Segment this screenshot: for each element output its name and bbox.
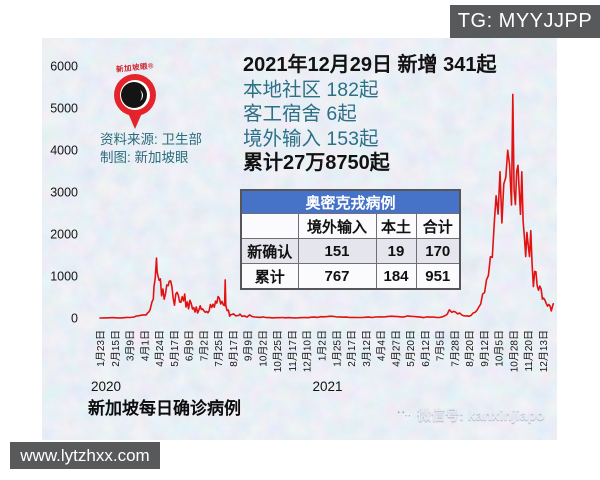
wechat-watermark: 微信号: kanxinjiapo (394, 405, 545, 425)
omicron-cell: 767 (297, 263, 377, 290)
annotation-dorm: 客工宿舍 6起 (243, 103, 357, 125)
omicron-table-title-row: 奥密克戎病例 (240, 189, 461, 214)
omicron-col-total: 合计 (415, 213, 461, 239)
telegram-badge-label: TG: MYYJJPP (457, 10, 593, 32)
omicron-cell: 151 (297, 238, 377, 264)
x-axis-tick-label: 3月9日 (125, 330, 137, 361)
omicron-col-local: 本土 (375, 213, 417, 239)
infographic-panel: 0 1000 2000 3000 4000 5000 6000 1月23日 2月15日 3月9日 4… (42, 38, 557, 440)
sgeye-logo: 新加坡眼® (94, 61, 176, 136)
x-axis-tick-label: 1月25日 (331, 330, 343, 367)
omicron-table-header-row: 境外输入 本土 合计 (240, 213, 461, 239)
y-axis-tick-label: 0 (71, 312, 78, 326)
wechat-icon (394, 407, 413, 423)
y-axis-tick-label: 5000 (50, 102, 78, 116)
x-axis-tick-label: 10月2日 (257, 330, 269, 367)
annotation-imported: 境外输入 153起 (243, 127, 379, 150)
omicron-cell: 170 (415, 238, 461, 264)
omicron-col-blank (240, 213, 299, 239)
y-axis-tick-label: 6000 (50, 60, 78, 74)
x-axis-tick-label: 7月5日 (435, 330, 447, 361)
cases-line (99, 93, 555, 319)
x-axis-tick-label: 4月4日 (376, 330, 388, 361)
x-axis-tick-label: 2月15日 (110, 330, 122, 367)
x-axis-tick-label: 8月17日 (228, 330, 240, 367)
x-axis-tick-label: 4月1日 (139, 330, 151, 361)
omicron-col-imported: 境外输入 (297, 213, 377, 239)
x-axis-tick-label: 1月23日 (95, 330, 107, 367)
y-axis-tick-label: 2000 (50, 228, 78, 242)
website-badge-label: www.lytzhxx.com (20, 445, 150, 465)
x-axis-tick-label: 7月25日 (213, 330, 225, 367)
omicron-row-new-confirmed: 新确认 151 19 170 (240, 238, 461, 264)
annotation-headline: 2021年12月29日 新增 341起 (243, 54, 497, 76)
x-axis-year-label: 2020 (91, 379, 121, 394)
x-axis-tick-label: 9月9日 (243, 330, 255, 361)
x-axis-tick-label: 9月12日 (479, 330, 491, 367)
source-line-1: 资料来源: 卫生部 (100, 132, 203, 147)
chart-title: 新加坡每日确诊病例 (88, 399, 241, 418)
x-axis-tick-label: 5月20日 (405, 330, 417, 367)
wechat-watermark-label: 微信号: kanxinjiapo (417, 407, 545, 423)
x-axis-tick-label: 11月17日 (287, 330, 299, 372)
y-axis-tick-label: 3000 (50, 186, 78, 200)
daily-update-annotation: 2021年12月29日 新增 341起 本地社区 182起 客工宿舍 6起 境外… (243, 53, 496, 176)
y-axis-tick-label: 1000 (50, 270, 78, 284)
omicron-cases-table: 奥密克戎病例 境外输入 本土 合计 新确认 151 19 170 累计 767 … (240, 189, 461, 290)
x-axis-tick-label: 11月20日 (523, 330, 535, 372)
x-axis-tick-label: 6月9日 (184, 330, 196, 361)
source-line-2: 制图: 新加坡眼 (100, 150, 189, 165)
x-axis-tick-label: 4月24日 (154, 330, 166, 367)
omicron-cell: 19 (375, 238, 417, 264)
source-credit: 资料来源: 卫生部 制图: 新加坡眼 (100, 131, 202, 167)
x-axis-tick-label: 10月25日 (272, 330, 284, 372)
telegram-badge: TG: MYYJJPP (450, 5, 600, 38)
x-axis-tick-label: 10月28日 (509, 330, 521, 372)
omicron-cell: 184 (375, 263, 417, 290)
omicron-row-label: 累计 (240, 263, 299, 290)
x-axis-tick-label: 5月17日 (169, 330, 181, 367)
x-axis-tick-label: 7月2日 (198, 330, 210, 361)
x-axis-tick-label: 12月13日 (538, 330, 550, 372)
x-axis-year-label: 2021 (312, 379, 342, 394)
x-axis-tick-label: 7月28日 (449, 330, 461, 367)
website-badge: www.lytzhxx.com (10, 442, 160, 469)
x-axis-tick-label: 6月12日 (420, 330, 432, 367)
x-axis-tick-label: 4月27日 (390, 330, 402, 367)
x-axis-tick-label: 1月2日 (317, 330, 329, 361)
x-axis-tick-label: 8月20日 (464, 330, 476, 367)
omicron-cell: 951 (415, 263, 461, 290)
omicron-row-cumulative: 累计 767 184 951 (240, 263, 461, 290)
annotation-local-community: 本地社区 182起 (243, 78, 379, 101)
omicron-table-title: 奥密克戎病例 (240, 189, 461, 214)
annotation-cumulative-total: 累计27万8750起 (243, 152, 390, 174)
y-axis-tick-label: 4000 (50, 144, 78, 158)
sgeye-logo-eye-icon (114, 74, 156, 129)
x-axis-tick-label: 10月5日 (494, 330, 506, 367)
omicron-row-label: 新确认 (240, 238, 299, 264)
x-axis-tick-label: 12月10日 (302, 330, 314, 372)
x-axis-tick-label: 3月12日 (361, 330, 373, 367)
x-axis-tick-label: 2月17日 (346, 330, 358, 367)
